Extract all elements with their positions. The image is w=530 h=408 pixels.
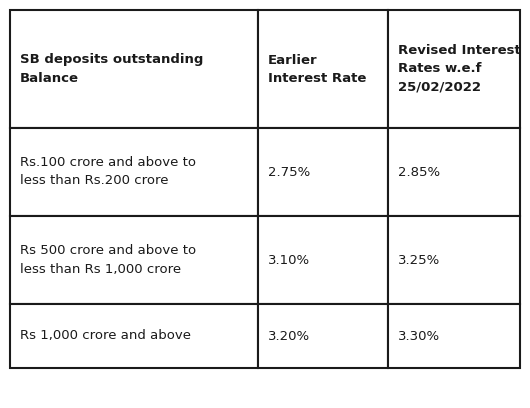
- Text: 3.25%: 3.25%: [398, 253, 440, 266]
- Text: 2.85%: 2.85%: [398, 166, 440, 179]
- Text: Earlier
Interest Rate: Earlier Interest Rate: [268, 53, 366, 84]
- Text: 3.10%: 3.10%: [268, 253, 310, 266]
- Text: Rs.100 crore and above to
less than Rs.200 crore: Rs.100 crore and above to less than Rs.2…: [20, 157, 196, 188]
- Bar: [388, 304, 520, 368]
- Bar: [258, 304, 388, 368]
- Bar: [258, 128, 388, 216]
- Text: 3.30%: 3.30%: [398, 330, 440, 342]
- Text: Rs 1,000 crore and above: Rs 1,000 crore and above: [20, 330, 191, 342]
- Text: SB deposits outstanding
Balance: SB deposits outstanding Balance: [20, 53, 204, 84]
- Bar: [258, 216, 388, 304]
- Text: 2.75%: 2.75%: [268, 166, 310, 179]
- Bar: [10, 216, 258, 304]
- Bar: [258, 10, 388, 128]
- Text: Rs 500 crore and above to
less than Rs 1,000 crore: Rs 500 crore and above to less than Rs 1…: [20, 244, 196, 275]
- Text: 3.20%: 3.20%: [268, 330, 310, 342]
- Text: Revised Interest
Rates w.e.f
25/02/2022: Revised Interest Rates w.e.f 25/02/2022: [398, 44, 521, 93]
- Bar: [388, 216, 520, 304]
- Bar: [388, 10, 520, 128]
- Bar: [10, 10, 258, 128]
- Bar: [388, 128, 520, 216]
- Bar: [10, 304, 258, 368]
- Bar: [10, 128, 258, 216]
